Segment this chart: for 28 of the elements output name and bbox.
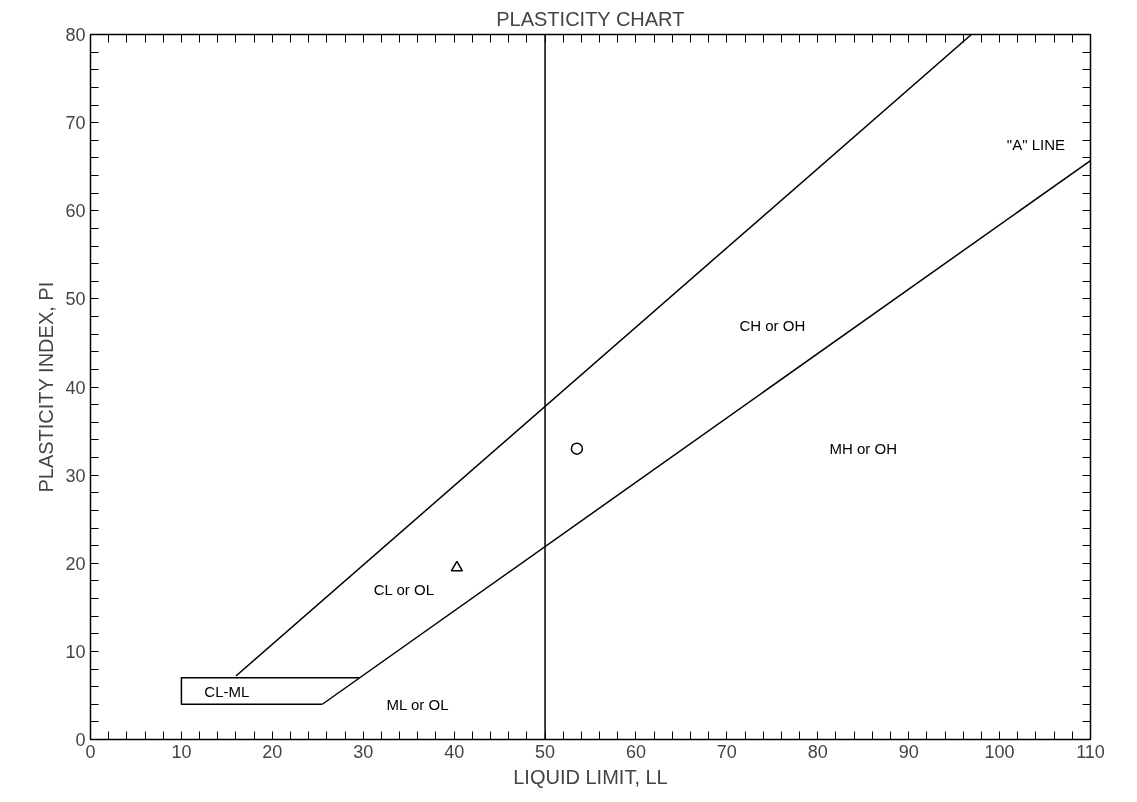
annotation: ML or OL <box>386 695 449 713</box>
x-axis-title: LIQUID LIMIT, LL <box>513 765 668 788</box>
y-tick-label: 80 <box>65 25 86 45</box>
x-tick-label: 30 <box>353 741 374 762</box>
y-tick-label: 70 <box>65 113 86 134</box>
x-tick-label: 100 <box>984 741 1015 762</box>
annotation: CL or OL <box>373 581 435 599</box>
x-tick-label: 60 <box>625 741 646 762</box>
annotation: CL-ML <box>204 682 250 700</box>
y-tick-label: 10 <box>65 641 86 662</box>
y-axis-title: PLASTICITY INDEX, PI <box>35 281 58 493</box>
annotation: CH or OH <box>739 316 806 334</box>
x-tick-label: 80 <box>807 741 828 762</box>
annotation: MH or OH <box>829 440 897 458</box>
annotation: "A" LINE <box>1006 136 1066 154</box>
y-tick-label: 20 <box>65 553 86 574</box>
x-tick-label: 50 <box>535 741 556 762</box>
y-tick-label: 50 <box>65 289 86 310</box>
x-tick-label: 10 <box>171 741 192 762</box>
x-tick-label: 90 <box>898 741 919 762</box>
y-tick-label: 30 <box>65 465 86 486</box>
chart-title: PLASTICITY CHART <box>496 7 685 30</box>
x-tick-label: 20 <box>262 741 283 762</box>
x-tick-label: 70 <box>716 741 737 762</box>
x-tick-label: 110 <box>1076 741 1105 762</box>
y-tick-label: 60 <box>65 201 86 222</box>
x-tick-label: 40 <box>444 741 465 762</box>
y-tick-label: 40 <box>65 377 86 398</box>
